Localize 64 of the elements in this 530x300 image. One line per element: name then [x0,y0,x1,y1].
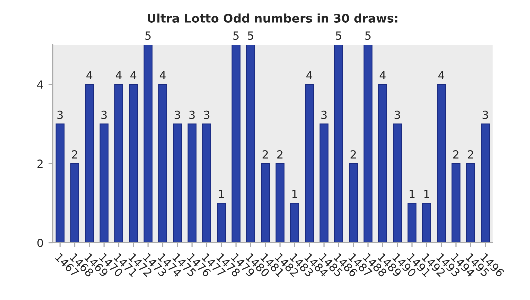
bar [100,124,109,243]
data-label: 3 [322,110,327,120]
data-label: 5 [248,32,254,40]
data-label: 2 [350,150,356,159]
data-label: 1 [410,190,415,198]
bar [364,45,373,243]
data-label: 4 [306,71,313,80]
bar [70,163,80,243]
bar [202,124,212,243]
data-label: 4 [380,71,386,80]
data-label: 4 [130,71,137,80]
bar [232,45,241,243]
bar [422,202,432,243]
data-label: 1 [292,190,298,198]
bar [481,124,490,243]
bar [261,163,270,243]
bar [437,84,446,243]
bar [408,202,417,243]
bar [217,202,226,243]
data-label: 1 [219,190,224,198]
data-label: 3 [102,110,107,120]
bar [144,45,153,243]
bar [393,124,402,243]
data-label: 2 [468,150,474,159]
data-label: 3 [190,110,195,120]
bar [452,163,461,243]
data-label: 3 [58,110,63,120]
bar [129,84,138,243]
bar [246,45,256,243]
bar [378,84,388,243]
data-label: 4 [116,71,122,80]
data-label: 4 [160,71,166,80]
data-label: 2 [262,150,268,159]
chart-title: Ultra Lotto Odd numbers in 30 draws: [148,14,398,23]
data-label: 3 [394,110,400,120]
data-label: 1 [424,190,430,198]
y-tick-label: 4 [37,80,44,89]
data-label: 5 [146,32,151,40]
data-label: 5 [234,32,239,40]
data-label: 4 [438,71,444,80]
y-tick-label: 0 [38,238,44,248]
bar [173,124,182,243]
data-label: 3 [204,110,210,120]
data-label: 5 [366,32,371,40]
bar [466,163,476,243]
bar [290,202,300,243]
bar [349,163,358,243]
y-tick-label: 2 [38,160,43,168]
data-label: 5 [336,32,342,40]
bar [305,84,314,243]
bar [85,84,94,243]
data-label: 3 [174,110,180,120]
data-label: 2 [454,150,459,159]
data-label: 4 [86,71,93,80]
bar [114,84,124,243]
bar [56,124,65,243]
bar [276,163,285,243]
data-label: 2 [72,150,78,159]
bar [188,124,197,243]
data-label: 3 [482,110,488,120]
bar [320,124,329,243]
bar [334,45,344,243]
data-label: 2 [278,150,283,159]
bar [158,84,168,243]
